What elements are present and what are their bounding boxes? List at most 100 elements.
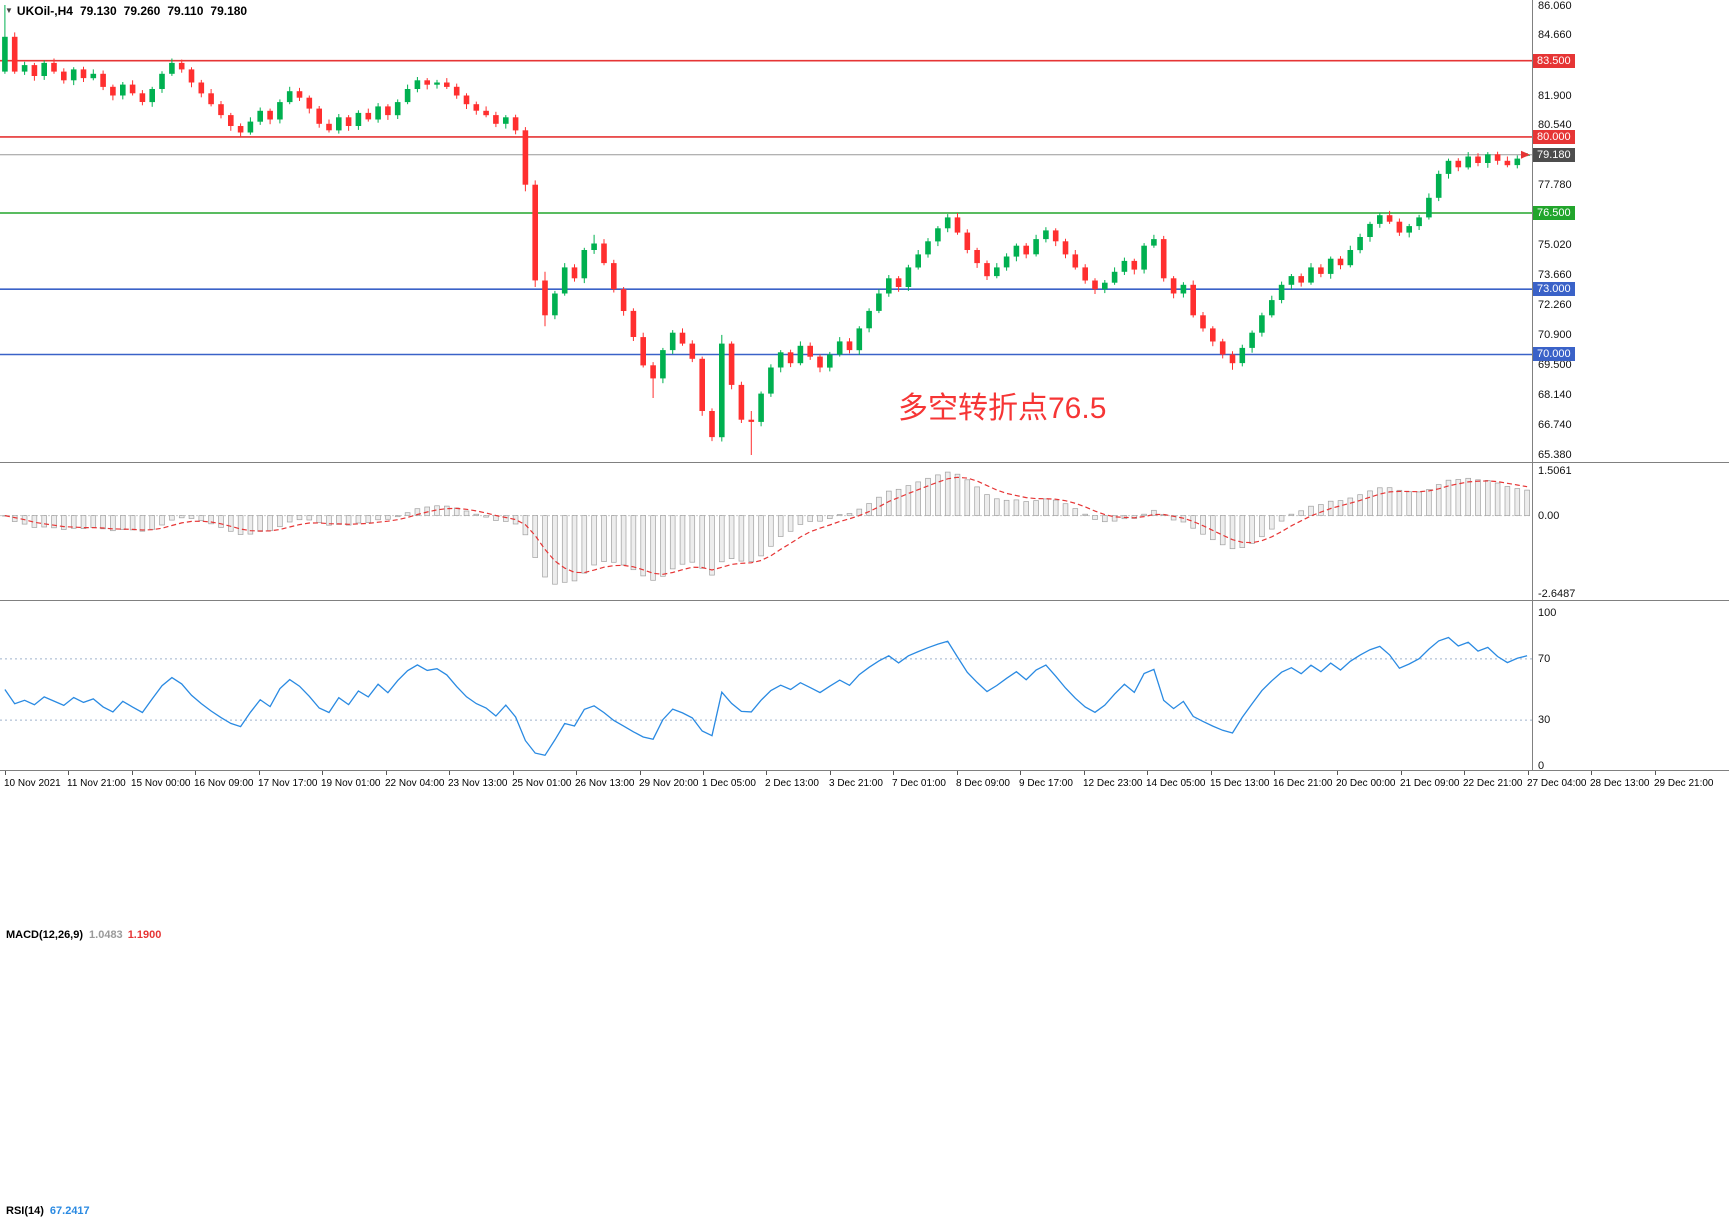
time-tick (1337, 771, 1338, 775)
price-tick-label: 77.780 (1538, 179, 1572, 192)
rsi-chart[interactable] (0, 601, 1532, 770)
time-tick (640, 771, 641, 775)
time-axis-label: 10 Nov 2021 (4, 778, 61, 789)
rsi-tick-label: 30 (1538, 714, 1551, 726)
symbol-timeframe-label: UKOil-,H4 (16, 4, 73, 18)
time-tick (1464, 771, 1465, 775)
macd-chart[interactable] (0, 463, 1532, 600)
chart-header: ▼ UKOil-,H4 79.130 79.260 79.110 79.180 (5, 4, 247, 18)
time-axis-label: 3 Dec 21:00 (829, 778, 883, 789)
time-tick (1147, 771, 1148, 775)
time-tick (195, 771, 196, 775)
time-tick (957, 771, 958, 775)
price-tick-label: 69.500 (1538, 359, 1572, 372)
macd-tick-label: -2.6487 (1538, 588, 1576, 600)
chevron-down-icon[interactable]: ▼ (5, 6, 13, 15)
time-axis-label: 22 Dec 21:00 (1463, 778, 1523, 789)
time-tick (322, 771, 323, 775)
bid-arrow-icon (1521, 150, 1530, 159)
time-axis-label: 25 Nov 01:00 (512, 778, 572, 789)
candlestick-chart[interactable] (0, 0, 1532, 462)
time-tick (132, 771, 133, 775)
time-tick (386, 771, 387, 775)
macd-scale[interactable]: 1.5061 0.00 -2.6487 (1532, 463, 1729, 601)
macd-tick-label: 1.5061 (1538, 465, 1572, 477)
time-tick (68, 771, 69, 775)
time-axis-label: 20 Dec 00:00 (1336, 778, 1396, 789)
candles-layer (2, 5, 1530, 455)
price-tick-label: 65.380 (1538, 449, 1572, 461)
macd-indicator-panel[interactable]: MACD(12,26,9) 1.0483 1.1900 (0, 463, 1533, 941)
time-tick (5, 771, 6, 775)
price-tick-label: 84.660 (1538, 29, 1572, 42)
macd-indicator-label: MACD(12,26,9) 1.0483 1.1900 (6, 929, 161, 941)
rsi-scale[interactable]: 100 70 30 0 (1532, 601, 1729, 772)
price-level-badge: 73.000 (1533, 282, 1575, 296)
time-axis-label: 15 Dec 13:00 (1210, 778, 1270, 789)
time-tick (703, 771, 704, 775)
level-lines-layer (0, 59, 1532, 356)
time-axis-label: 7 Dec 01:00 (892, 778, 946, 789)
time-axis[interactable]: 10 Nov 2021 11 Nov 21:00 15 Nov 00:00 16 No… (0, 771, 1729, 841)
time-axis-label: 29 Dec 21:00 (1654, 778, 1714, 789)
price-chart-panel[interactable]: ▼ UKOil-,H4 79.130 79.260 79.110 79.180 多空转折点… (0, 0, 1533, 463)
macd-tick-label: 0.00 (1538, 510, 1560, 522)
time-axis-label: 22 Nov 04:00 (385, 778, 445, 789)
macd-signal-value: 1.1900 (127, 929, 162, 941)
price-level-badge: 80.000 (1533, 130, 1575, 144)
macd-signal-line (4, 476, 1528, 575)
bid-price-badge: 79.180 (1533, 148, 1575, 162)
time-axis-label: 1 Dec 05:00 (702, 778, 756, 789)
price-tick-label: 80.540 (1538, 119, 1572, 132)
time-tick (449, 771, 450, 775)
time-axis-label: 23 Nov 13:00 (448, 778, 508, 789)
time-axis-label: 11 Nov 21:00 (67, 778, 126, 789)
rsi-line (4, 636, 1528, 757)
time-tick (1528, 771, 1529, 775)
rsi-name: RSI(14) (6, 1205, 44, 1217)
rsi-indicator-panel[interactable]: RSI(14) 67.2417 (0, 601, 1533, 1217)
time-tick (766, 771, 767, 775)
price-level-badge: 76.500 (1533, 206, 1575, 220)
time-axis-label: 26 Nov 13:00 (575, 778, 635, 789)
price-tick-label: 73.660 (1538, 268, 1572, 281)
price-tick-label: 72.260 (1538, 299, 1572, 312)
time-tick (259, 771, 260, 775)
price-scale[interactable]: 86.060 84.660 81.900 80.540 77.780 75.020 73.6… (1532, 0, 1729, 463)
macd-name: MACD(12,26,9) (6, 929, 84, 941)
time-axis-label: 29 Nov 20:00 (639, 778, 699, 789)
price-tick-label: 86.060 (1538, 0, 1572, 12)
time-axis-label: 8 Dec 09:00 (956, 778, 1010, 789)
time-axis-label: 9 Dec 17:00 (1019, 778, 1073, 789)
rsi-tick-label: 0 (1538, 760, 1545, 772)
rsi-value: 67.2417 (49, 1205, 90, 1217)
time-tick (893, 771, 894, 775)
time-tick (1084, 771, 1085, 775)
rsi-indicator-label: RSI(14) 67.2417 (6, 1205, 90, 1217)
time-axis-label: 17 Nov 17:00 (258, 778, 318, 789)
time-tick (1655, 771, 1656, 775)
macd-main-value: 1.0483 (89, 929, 123, 941)
time-axis-label: 14 Dec 05:00 (1146, 778, 1206, 789)
time-tick (1211, 771, 1212, 775)
time-axis-label: 28 Dec 13:00 (1590, 778, 1650, 789)
time-axis-label: 21 Dec 09:00 (1400, 778, 1460, 789)
time-tick (1274, 771, 1275, 775)
price-tick-label: 68.140 (1538, 388, 1572, 401)
price-tick-label: 75.020 (1538, 239, 1572, 252)
bar-close-value: 79.180 (210, 4, 248, 18)
time-tick (1020, 771, 1021, 775)
time-tick (1401, 771, 1402, 775)
time-tick (1591, 771, 1592, 775)
macd-histogram (2, 471, 1530, 585)
rsi-tick-label: 100 (1538, 607, 1557, 619)
time-axis-label: 16 Nov 09:00 (194, 778, 254, 789)
time-axis-label: 15 Nov 00:00 (131, 778, 191, 789)
price-tick-label: 70.900 (1538, 328, 1572, 341)
chart-annotation-text: 多空转折点76.5 (898, 392, 1107, 425)
bar-high-value: 79.260 (123, 4, 161, 18)
price-level-badge: 83.500 (1533, 54, 1575, 68)
price-tick-label: 81.900 (1538, 89, 1572, 102)
time-axis-label: 19 Nov 01:00 (321, 778, 381, 789)
time-tick (513, 771, 514, 775)
